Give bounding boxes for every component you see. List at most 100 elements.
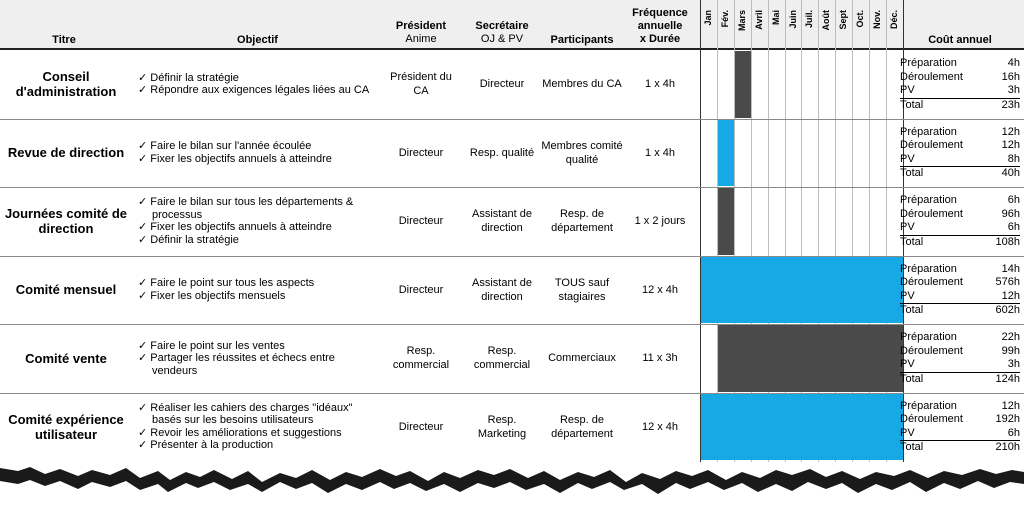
row-frequence: 12 x 4h bbox=[641, 420, 679, 433]
column-divider bbox=[784, 0, 786, 462]
cost-line-pv: PV 8h bbox=[900, 152, 1020, 167]
cost-line-pv: PV 3h bbox=[900, 358, 1020, 373]
cost-label: Préparation bbox=[900, 194, 957, 206]
objective-item: ✓ Fixer les objectifs annuels à atteindr… bbox=[138, 152, 332, 165]
row-separator bbox=[0, 187, 1024, 188]
cost-label: Préparation bbox=[900, 399, 957, 412]
cost-label: Total bbox=[900, 167, 924, 179]
objective-item: ✓ Présenter à la production bbox=[138, 439, 274, 452]
header-frequence: Fréquence annuelle x Durée bbox=[632, 7, 688, 45]
cost-line-deroul: Déroulement 576h bbox=[900, 276, 1020, 290]
cost-line-prep: Préparation 12h bbox=[900, 126, 1020, 140]
month-header-11: Nov. bbox=[869, 8, 886, 44]
month-header-10: Oct. bbox=[852, 8, 869, 44]
month-label: Juin bbox=[787, 10, 798, 29]
cost-line-pv: PV 12h bbox=[900, 290, 1020, 304]
column-divider bbox=[700, 0, 701, 462]
cost-label: Préparation bbox=[900, 331, 957, 343]
row-secretaire: Assistant de direction bbox=[472, 208, 532, 235]
row-objectives: ✓ Faire le point sur tous les aspects ✓ F… bbox=[138, 256, 383, 325]
cost-value: 96h bbox=[1001, 207, 1020, 220]
cost-line-deroul: Déroulement 12h bbox=[900, 139, 1020, 153]
row-separator bbox=[0, 255, 1024, 257]
cost-value: 108h bbox=[995, 235, 1020, 248]
cost-value: 99h bbox=[1001, 344, 1020, 357]
cost-label: Total bbox=[900, 304, 924, 316]
column-divider bbox=[852, 0, 854, 462]
month-header-2: Fév. bbox=[717, 8, 734, 44]
cost-line-prep: Préparation 22h bbox=[900, 331, 1020, 345]
cost-label: Préparation bbox=[900, 262, 957, 275]
cost-value: 576h bbox=[995, 276, 1020, 288]
row-frequence: 1 x 2 jours bbox=[634, 215, 686, 228]
objective-item: ✓ Répondre aux exigences légales liées a… bbox=[138, 84, 370, 97]
objective-item: ✓ Partager les réussites et échecs entre… bbox=[138, 352, 335, 377]
cost-label: Total bbox=[900, 98, 924, 111]
month-label: Fév. bbox=[719, 10, 730, 28]
month-label: Déc. bbox=[888, 10, 899, 30]
month-label: Avril bbox=[753, 10, 764, 30]
row-cost: Préparation 22h Déroulement 99h PV 3h Total 124… bbox=[900, 331, 1020, 386]
row-cost: Préparation 12h Déroulement 192h PV 6h Total 21… bbox=[900, 400, 1020, 455]
month-header-9: Sept bbox=[835, 8, 852, 44]
cost-label: PV bbox=[900, 84, 915, 96]
cost-value: 192h bbox=[995, 413, 1020, 425]
header-president: Président Anime bbox=[395, 20, 447, 45]
header-secretaire: Secrétaire OJ & PV bbox=[475, 20, 529, 45]
cost-label: Déroulement bbox=[900, 70, 963, 83]
cost-value: 124h bbox=[995, 372, 1020, 385]
cost-line-total: Total 124h bbox=[900, 373, 1020, 387]
column-divider bbox=[835, 0, 837, 462]
month-header-6: Juin bbox=[785, 8, 802, 44]
row-title: Comité expérience utilisateur bbox=[8, 411, 124, 442]
cost-line-prep: Préparation 4h bbox=[900, 57, 1020, 71]
objective-item: ✓ Définir la stratégie bbox=[138, 233, 239, 246]
row-secretaire: Resp. qualité bbox=[469, 146, 535, 159]
cost-label: Total bbox=[900, 372, 924, 385]
cost-label: PV bbox=[900, 221, 915, 233]
cost-value: 602h bbox=[995, 304, 1020, 316]
row-frequence: 12 x 4h bbox=[641, 283, 679, 296]
cost-value: 14h bbox=[1001, 262, 1020, 275]
row-president: Directeur bbox=[398, 146, 444, 159]
row-separator bbox=[0, 392, 1024, 394]
cost-label: PV bbox=[900, 358, 915, 370]
row-objectives: ✓ Réaliser les cahiers des charges "idéa… bbox=[138, 393, 383, 462]
row-frequence: 11 x 3h bbox=[642, 352, 678, 365]
row-secretaire: Assistant de direction bbox=[472, 276, 532, 303]
header-objectif: Objectif bbox=[237, 34, 278, 46]
row-objectives: ✓ Faire le point sur les ventes ✓ Partage… bbox=[138, 324, 383, 393]
month-label: Juil. bbox=[804, 10, 815, 29]
row-president: Président du CA bbox=[390, 71, 452, 98]
cost-line-total: Total 108h bbox=[900, 236, 1020, 250]
cost-line-total: Total 23h bbox=[900, 99, 1020, 113]
cost-line-prep: Préparation 6h bbox=[900, 194, 1020, 208]
objective-item: ✓ Réaliser les cahiers des charges "idéa… bbox=[138, 401, 353, 427]
cost-line-deroul: Déroulement 192h bbox=[900, 413, 1020, 427]
row-objectives: ✓ Définir la stratégie ✓ Répondre aux exi… bbox=[138, 50, 383, 119]
cost-line-pv: PV 6h bbox=[900, 427, 1020, 441]
row-cost: Préparation 6h Déroulement 96h PV 6h Total 108h bbox=[900, 194, 1020, 249]
cost-value: 22h bbox=[1001, 331, 1020, 343]
month-label: Mai bbox=[770, 10, 781, 26]
cost-line-deroul: Déroulement 99h bbox=[900, 345, 1020, 359]
row-title: Journées comité de direction bbox=[4, 206, 128, 237]
row-cost: Préparation 14h Déroulement 576h PV 12h Total 6… bbox=[900, 263, 1020, 318]
cost-value: 40h bbox=[1001, 167, 1020, 179]
cost-line-prep: Préparation 14h bbox=[900, 263, 1020, 277]
cost-value: 8h bbox=[1007, 152, 1020, 165]
cost-value: 3h bbox=[1007, 84, 1020, 96]
column-divider bbox=[801, 0, 803, 462]
schedule-bar bbox=[701, 256, 903, 323]
cost-line-pv: PV 6h bbox=[900, 221, 1020, 236]
cost-line-total: Total 602h bbox=[900, 304, 1020, 318]
objective-item: ✓ Définir la stratégie bbox=[138, 71, 239, 84]
objective-item: ✓ Faire le point sur tous les aspects bbox=[138, 277, 315, 290]
month-label: Mars bbox=[736, 10, 747, 32]
row-separator bbox=[0, 324, 1024, 325]
row-secretaire: Resp. Marketing bbox=[477, 413, 527, 440]
cost-value: 12h bbox=[1001, 399, 1020, 412]
row-participants: Membres du CA bbox=[542, 78, 622, 91]
objective-item: ✓ Fixer les objectifs mensuels bbox=[138, 289, 286, 302]
